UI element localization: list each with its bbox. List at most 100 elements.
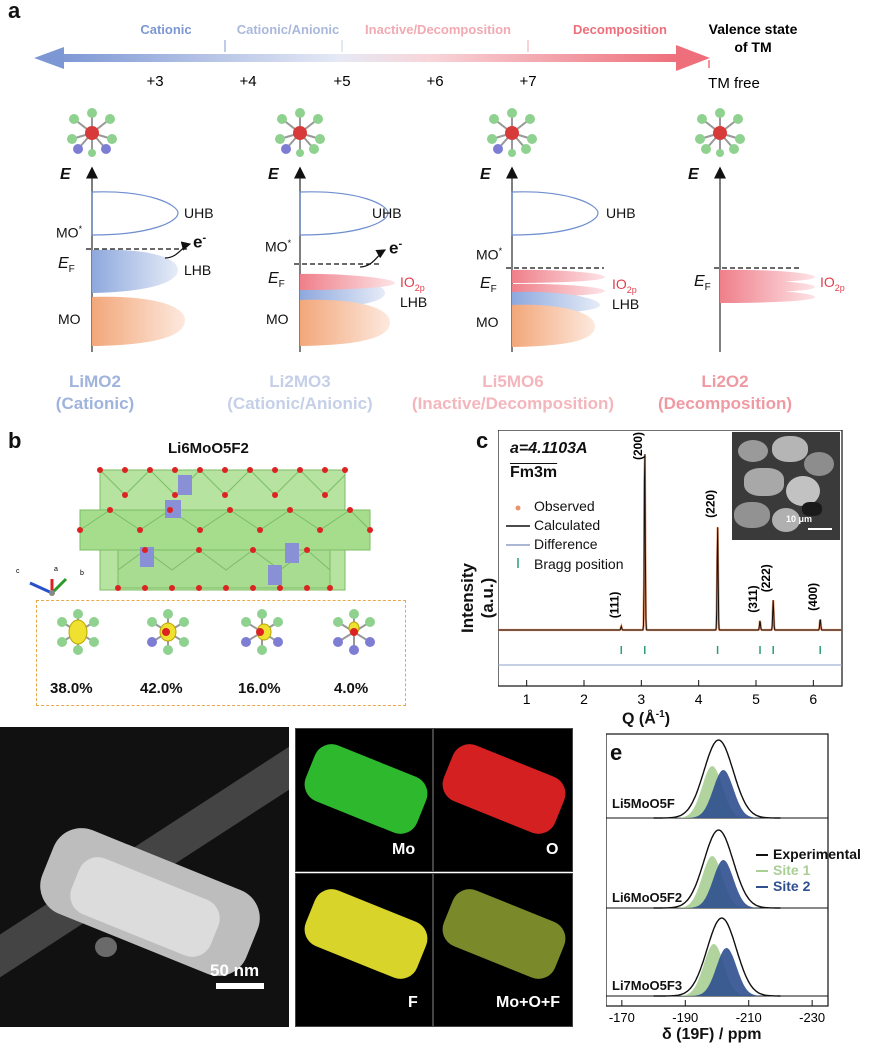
- nmr-tick-label: -210: [736, 1010, 762, 1025]
- map-mo-o-f-label: Mo+O+F: [496, 994, 561, 1011]
- panel-b-letter: b: [8, 428, 22, 453]
- nmr-tick-label: -170: [609, 1010, 635, 1025]
- legend-observed: Observed: [534, 498, 595, 514]
- nmr-compound-2: Li6MoO5F2: [612, 890, 683, 905]
- percent-1: 38.0%: [50, 680, 93, 697]
- stem-scale-bar: [216, 983, 264, 989]
- nmr-tick-label: -230: [799, 1010, 825, 1025]
- valence-title-2: of TM: [734, 39, 771, 55]
- octahedron-1: [67, 108, 117, 157]
- octahedron-2: [275, 108, 325, 157]
- axis-b: b: [80, 570, 84, 577]
- xrd-legend: [506, 505, 530, 568]
- map-o-label: O: [546, 841, 559, 858]
- nmr-chart: -170 -190 -210 -230: [606, 733, 829, 1025]
- tick-6: +6: [426, 73, 443, 90]
- sem-scale-label: 10 μm: [786, 514, 813, 524]
- energy-label-2: E: [268, 166, 279, 183]
- valence-arrow: [34, 40, 710, 71]
- panel-a-figure: Cationic Cationic/Anionic Inactive/Decom…: [34, 21, 815, 352]
- crystal-structure: c a b: [16, 467, 373, 596]
- map-f-label: F: [408, 994, 418, 1011]
- compound-2-formula: Li2MO3: [269, 372, 331, 391]
- uhb-label-3: UHB: [606, 205, 636, 221]
- nmr-x-ticks: -170 -190 -210 -230: [609, 1000, 825, 1025]
- io-label-3: IO2p: [612, 276, 637, 295]
- xrd-peak-label: (222): [759, 564, 773, 592]
- compound-3-formula: Li5MO6: [482, 372, 544, 391]
- xrd-calculated: [498, 454, 842, 631]
- stem-image: 50 nm: [0, 727, 289, 1027]
- oxygen-atoms: [77, 467, 373, 591]
- compound-2-type: (Cationic/Anionic): [227, 394, 373, 413]
- uhb-label-1: UHB: [184, 205, 214, 221]
- nmr-experimental: [653, 739, 781, 819]
- environment-octahedra: [57, 609, 375, 655]
- xrd-x-ticks: 1 2 3 4 5 6: [523, 680, 817, 707]
- nmr-legend-site1: Site 1: [773, 862, 811, 878]
- mo-star-label-2: MO*: [265, 238, 292, 255]
- axis-a: a: [54, 566, 58, 573]
- region-decomposition: Decomposition: [573, 22, 667, 37]
- energy-label-1: E: [60, 166, 71, 183]
- tick-7: +7: [519, 73, 536, 90]
- nmr-site2: [653, 860, 781, 908]
- energy-label-3: E: [480, 166, 491, 183]
- compound-1-type: (Cationic): [55, 394, 135, 413]
- compound-4-type: (Decomposition): [657, 394, 793, 413]
- tick-5: +5: [333, 73, 350, 90]
- lhb-label-3: LHB: [612, 296, 640, 312]
- xrd-tick-label: 1: [523, 691, 531, 707]
- space-group: Fm3m: [510, 464, 558, 481]
- legend-observed-marker: [515, 505, 521, 511]
- axis-c: c: [16, 568, 20, 575]
- valence-title-1: Valence state: [709, 21, 798, 37]
- io-label-2: IO2p: [400, 274, 425, 293]
- fermi-label-3: EF: [480, 275, 497, 296]
- xrd-frame: [498, 430, 843, 687]
- xrd-ylabel: Intensity (a.u.): [458, 563, 497, 633]
- lhb-label-1: LHB: [184, 262, 212, 278]
- percent-2: 42.0%: [140, 680, 183, 697]
- map-o: O: [433, 728, 573, 872]
- electron-label-1: e-: [193, 232, 207, 252]
- sem-inset: 10 μm: [732, 432, 840, 540]
- xrd-peak-label: (111): [607, 592, 621, 619]
- panel-a-letter: a: [8, 0, 21, 23]
- tick-3: +3: [146, 73, 163, 90]
- nmr-compound-1: Li5MoO5F: [612, 796, 675, 811]
- tm-free-label: TM free: [708, 75, 760, 92]
- mo-label-2: MO: [266, 311, 289, 327]
- panel-e-letter: e: [610, 740, 623, 765]
- stem-scale-label: 50 nm: [210, 961, 260, 980]
- io-label-4: IO2p: [820, 274, 845, 293]
- xrd-xlabel: Q (Å-1): [622, 709, 671, 728]
- env-octahedron-2: [147, 609, 189, 655]
- map-mo-label: Mo: [392, 841, 416, 858]
- electron-label-2: e-: [389, 238, 403, 258]
- nmr-experimental: [653, 829, 781, 909]
- nmr-traces: [606, 739, 828, 997]
- xrd-bragg-marks: [620, 646, 821, 654]
- xrd-tick-label: 2: [580, 691, 588, 707]
- panel-b-title: Li6MoO5F2: [168, 440, 249, 457]
- compound-1-formula: LiMO2: [69, 372, 121, 391]
- legend-bragg: Bragg position: [534, 556, 624, 572]
- xrd-tick-label: 6: [809, 691, 817, 707]
- xrd-tick-label: 4: [695, 691, 703, 707]
- legend-calculated: Calculated: [534, 517, 601, 533]
- region-inactive: Inactive/Decomposition: [365, 22, 511, 37]
- mo-star-label-1: MO*: [56, 224, 83, 241]
- percent-4: 4.0%: [334, 680, 369, 697]
- xrd-tick-label: 3: [637, 691, 645, 707]
- fermi-label-2: EF: [268, 270, 285, 291]
- sem-scale-bar: [808, 528, 832, 530]
- xrd-peak-label: (311): [746, 585, 760, 612]
- region-cationic-anionic: Cationic/Anionic: [237, 22, 340, 37]
- map-mo: Mo: [295, 728, 433, 872]
- mo-label-1: MO: [58, 311, 81, 327]
- env-octahedron-4: [333, 609, 375, 655]
- axis-triad: [29, 577, 68, 596]
- octahedron-3: [487, 108, 537, 157]
- nmr-xlabel: δ (19F) / ppm: [662, 1026, 762, 1043]
